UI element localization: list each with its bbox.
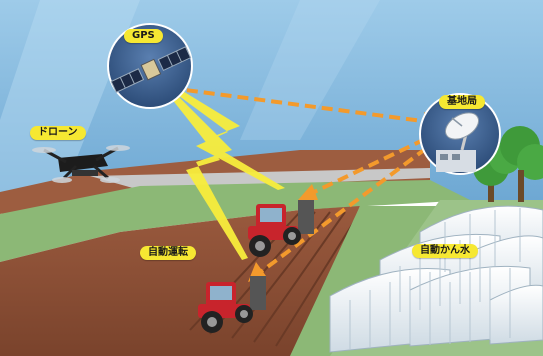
grass-band <box>0 180 470 262</box>
auto-irrigation-label: 自動かん水 <box>412 244 478 258</box>
gps-satellite-badge <box>107 23 193 109</box>
base-station-label: 基地局 <box>439 95 485 109</box>
drone-icon <box>32 145 130 183</box>
dish-antenna-icon <box>436 112 480 172</box>
base-station-badge <box>419 93 501 175</box>
tractor-icon <box>248 200 314 257</box>
satellite-icon <box>110 46 192 94</box>
gps-label: GPS <box>124 29 163 43</box>
gps-beams <box>160 82 285 260</box>
sky-light <box>240 0 380 140</box>
drone-label: ドローン <box>30 126 86 140</box>
signal-arrows <box>169 86 442 276</box>
tree-icon <box>473 126 543 202</box>
tractor-icon <box>198 276 266 333</box>
autonomous-driving-label: 自動運転 <box>140 246 196 260</box>
